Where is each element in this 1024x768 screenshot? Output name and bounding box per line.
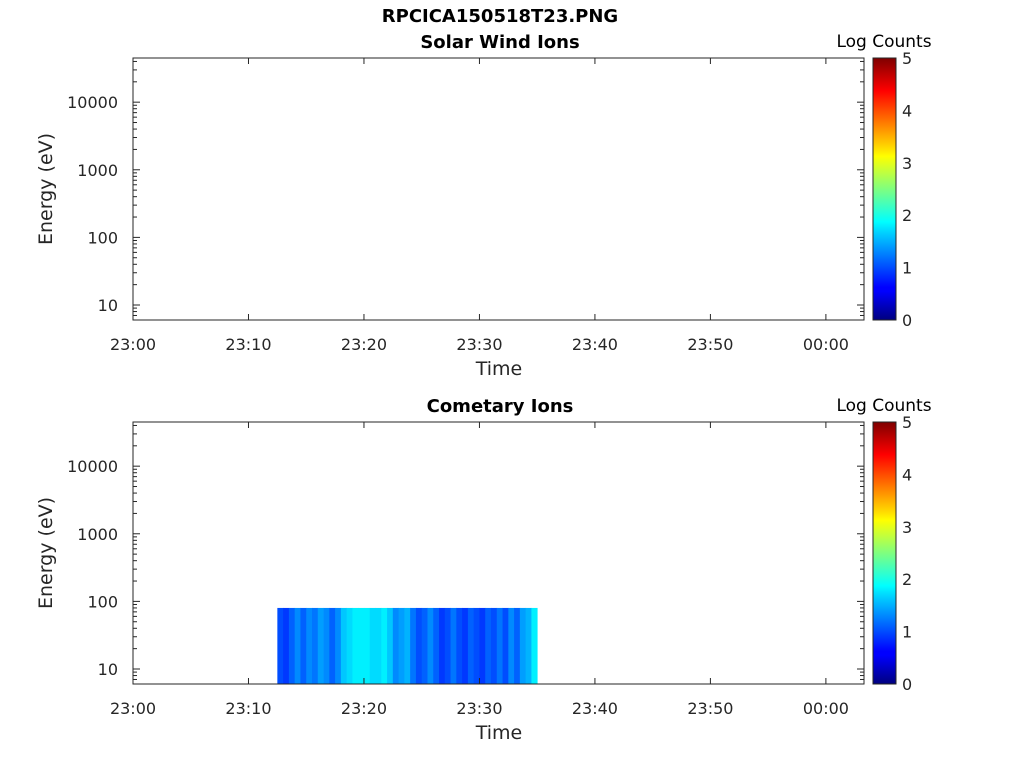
spectrogram-column (421, 607, 428, 684)
panel-title: Cometary Ions (427, 396, 574, 417)
y-tick-label: 10 (98, 660, 118, 679)
y-tick-label: 1000 (77, 161, 118, 180)
spectrogram-column (490, 607, 498, 684)
spectrogram-column (444, 607, 451, 684)
spectrogram-column (352, 607, 359, 684)
spectrogram-column (340, 607, 348, 684)
colorbar-tick-label: 5 (902, 413, 912, 432)
spectrogram-column (381, 607, 388, 684)
spectrogram-column (427, 607, 434, 684)
y-tick-label: 1000 (77, 525, 118, 544)
x-tick-label: 23:30 (456, 699, 502, 718)
plot-frame (132, 421, 865, 685)
spectrogram-column (398, 607, 405, 684)
x-tick-label: 23:50 (687, 699, 733, 718)
spectrogram-column (283, 607, 290, 684)
y-tick-label: 10000 (67, 457, 118, 476)
colorbar-tick-label: 3 (902, 518, 912, 537)
x-tick-label: 00:00 (803, 699, 849, 718)
x-tick-label: 23:50 (687, 335, 733, 354)
x-tick-label: 23:40 (572, 335, 618, 354)
x-tick-label: 23:20 (341, 335, 387, 354)
plot-frame (132, 57, 865, 321)
colorbar: 0 1 2 3 4 5 Log Counts (836, 396, 931, 694)
colorbar-label: Log Counts (836, 396, 931, 416)
spectrogram-column (433, 607, 440, 684)
colorbar-tick-label: 2 (902, 206, 912, 225)
spectrogram-column (525, 607, 532, 684)
x-tick-label: 23:30 (456, 335, 502, 354)
figure-title: RPCICA150518T23.PNG (381, 6, 619, 27)
spectrogram-column (508, 607, 515, 684)
spectrogram-column (387, 607, 394, 684)
colorbar-tick-label: 1 (902, 259, 912, 278)
spectrogram-column (363, 607, 371, 684)
spectrogram-column (456, 607, 463, 684)
y-tick-label: 10000 (67, 93, 118, 112)
spectrogram-column (392, 607, 399, 684)
y-axis-label: Energy (eV) (35, 133, 57, 245)
y-tick-label: 100 (87, 228, 118, 247)
spectrogram-column (467, 607, 475, 684)
colorbar-tick-label: 4 (902, 101, 912, 120)
x-tick-label: 23:40 (572, 699, 618, 718)
colorbar-label: Log Counts (836, 32, 931, 52)
colorbar-tick-label: 0 (902, 675, 912, 694)
spectrogram-column (415, 607, 423, 684)
spectrogram-column (369, 607, 376, 684)
spectrogram-column (317, 607, 324, 684)
spectrogram-column (496, 607, 503, 684)
colorbar-tick-label: 0 (902, 311, 912, 330)
spectrogram-column (519, 607, 527, 684)
colorbar-tick-label: 3 (902, 154, 912, 173)
spectrogram-column (375, 607, 382, 684)
x-axis-label: Time (475, 722, 523, 744)
colorbar-tick-label: 2 (902, 570, 912, 589)
cometary-ions-panel: Cometary Ions 23:00 23:10 23:20 23:30 23:40 2… (35, 396, 932, 744)
spectrogram-column (306, 607, 313, 684)
solar-wind-ions-panel: Solar Wind Ions 23:00 23:10 23:20 23:30 23:4… (35, 32, 932, 380)
spectrogram-column (323, 607, 330, 684)
spectrogram-column (410, 607, 417, 684)
spectrogram-column (479, 607, 486, 684)
spectrogram-column (450, 607, 457, 684)
x-tick-label: 23:00 (110, 699, 156, 718)
colorbar-tick-label: 5 (902, 49, 912, 68)
spectrogram-column (462, 607, 469, 684)
y-tick-label: 10 (98, 296, 118, 315)
spectrogram-column (288, 607, 296, 684)
spectrogram-column (277, 607, 284, 684)
x-tick-label: 23:20 (341, 699, 387, 718)
x-tick-label: 23:10 (225, 699, 271, 718)
spectrogram-column (294, 607, 301, 684)
colorbar: 0 1 2 3 4 5 Log Counts (836, 32, 931, 330)
spectrogram-column (300, 607, 307, 684)
panel-title: Solar Wind Ions (420, 32, 579, 53)
y-axis-label: Energy (eV) (35, 497, 57, 609)
x-tick-label: 23:00 (110, 335, 156, 354)
spectrogram-column (439, 607, 446, 684)
spectrogram-column (531, 607, 538, 684)
spectrogram-column (473, 607, 480, 684)
spectrogram-column (312, 607, 319, 684)
spectrogram-column (329, 607, 336, 684)
spectrogram-column (514, 607, 521, 684)
spectrogram-column (404, 607, 411, 684)
spectrogram-column (346, 607, 353, 684)
y-tick-label: 100 (87, 592, 118, 611)
colorbar-tick-label: 4 (902, 465, 912, 484)
spectrogram-column (335, 607, 342, 684)
spectrogram-area (277, 607, 538, 684)
x-tick-label: 00:00 (803, 335, 849, 354)
spectrogram-column (358, 607, 365, 684)
colorbar-gradient (872, 421, 897, 685)
spectrogram-column (502, 607, 509, 684)
spectrogram-column (485, 607, 492, 684)
colorbar-gradient (872, 57, 897, 321)
colorbar-tick-label: 1 (902, 623, 912, 642)
x-tick-label: 23:10 (225, 335, 271, 354)
x-axis-label: Time (475, 358, 523, 380)
